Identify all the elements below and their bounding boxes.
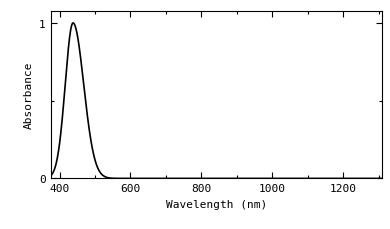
Y-axis label: Absorbance: Absorbance	[23, 61, 34, 129]
X-axis label: Wavelength (nm): Wavelength (nm)	[166, 199, 267, 209]
